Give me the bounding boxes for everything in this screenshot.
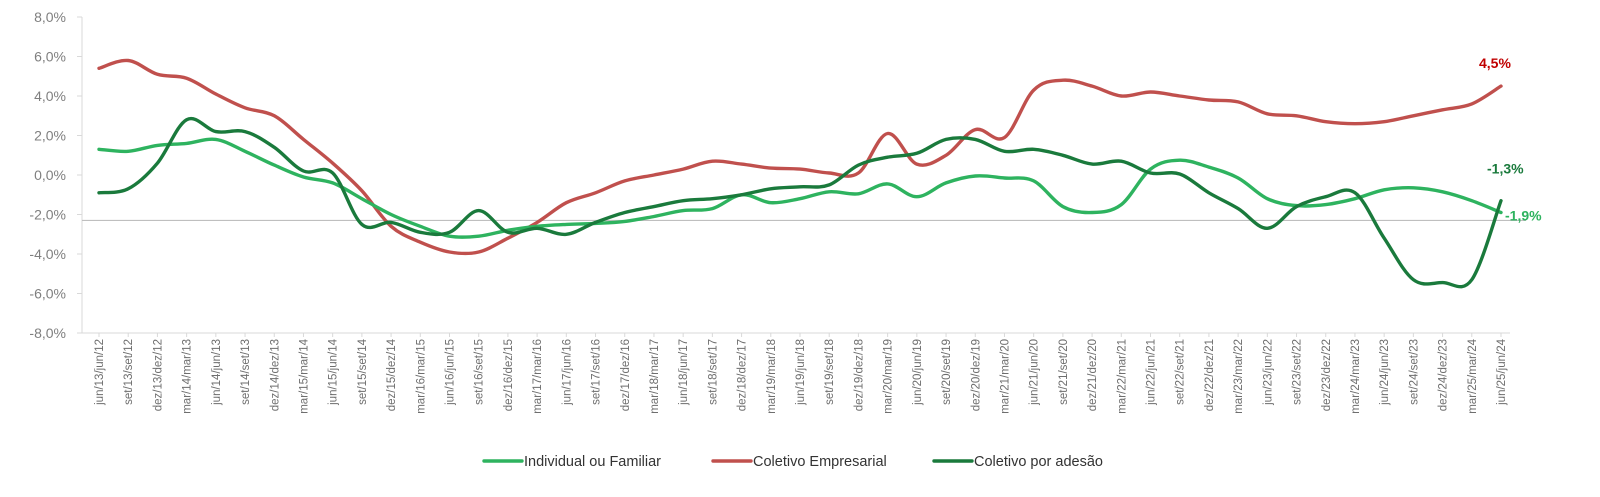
x-tick-label: dez/15/dez/14 bbox=[386, 338, 398, 411]
x-tick-label: dez/21/dez/20 bbox=[1087, 339, 1099, 411]
y-tick-label: 8,0% bbox=[34, 9, 66, 25]
x-tick-label: set/24/set/23 bbox=[1408, 339, 1420, 405]
x-tick-label: mar/14/mar/13 bbox=[182, 339, 194, 414]
x-tick-label: mar/19/mar/18 bbox=[766, 339, 778, 414]
x-tick-label: set/14/set/13 bbox=[240, 339, 252, 405]
y-tick-label: 0,0% bbox=[34, 167, 66, 183]
x-tick-label: jun/21/jun/20 bbox=[1029, 339, 1041, 406]
y-tick-label: 6,0% bbox=[34, 49, 66, 65]
x-tick-label: jun/14/jun/13 bbox=[211, 339, 223, 406]
x-tick-label: jun/22/jun/21 bbox=[1146, 339, 1158, 406]
y-axis-ticks: 8,0% 6,0% 4,0% 2,0% 0,0% -2,0% -4,0% -6,0% -8,0% bbox=[29, 9, 82, 341]
x-tick-label: mar/17/mar/16 bbox=[532, 339, 544, 414]
x-tick-label: dez/16/dez/15 bbox=[503, 339, 515, 411]
x-tick-label: set/21/set/20 bbox=[1058, 339, 1070, 405]
series-line-coletivo-empresarial bbox=[97, 58, 1503, 256]
end-labels: 4,5% -1,3% -1,9% bbox=[1479, 55, 1542, 223]
end-label: -1,3% bbox=[1487, 161, 1524, 177]
x-tick-label: jun/19/jun/18 bbox=[795, 339, 807, 406]
legend-label: Individual ou Familiar bbox=[524, 454, 661, 470]
x-tick-label: dez/18/dez/17 bbox=[737, 339, 749, 411]
legend-label: Coletivo Empresarial bbox=[753, 454, 887, 470]
y-tick-label: 4,0% bbox=[34, 88, 66, 104]
x-tick-label: dez/22/dez/21 bbox=[1204, 339, 1216, 411]
x-tick-label: mar/16/mar/15 bbox=[415, 339, 427, 414]
x-tick-label: jun/13/jun/12 bbox=[94, 339, 106, 406]
x-tick-label: jun/17/jun/16 bbox=[561, 339, 573, 406]
x-tick-label: mar/22/mar/21 bbox=[1116, 339, 1128, 414]
end-label: 4,5% bbox=[1479, 55, 1511, 71]
y-tick-label: 2,0% bbox=[34, 128, 66, 144]
legend-label: Coletivo por adesão bbox=[974, 454, 1103, 470]
x-tick-label: mar/23/mar/22 bbox=[1233, 339, 1245, 414]
x-tick-label: mar/24/mar/23 bbox=[1350, 339, 1362, 414]
x-tick-label: jun/20/jun/19 bbox=[912, 339, 924, 406]
x-tick-label: set/23/set/22 bbox=[1292, 339, 1304, 405]
legend: Individual ou Familiar Coletivo Empresari… bbox=[482, 454, 1103, 470]
x-tick-label: jun/16/jun/15 bbox=[445, 339, 457, 406]
x-tick-label: dez/17/dez/16 bbox=[620, 339, 632, 411]
x-tick-label: dez/23/dez/22 bbox=[1321, 339, 1333, 411]
x-axis-ticks: jun/13/jun/12 set/13/set/12 dez/13/dez/12 m… bbox=[94, 333, 1508, 414]
series-line-coletivo-por-adesao bbox=[97, 116, 1503, 289]
x-tick-label: set/18/set/17 bbox=[707, 339, 719, 405]
y-tick-label: -4,0% bbox=[29, 246, 66, 262]
x-tick-label: dez/20/dez/19 bbox=[970, 339, 982, 411]
x-tick-label: mar/21/mar/20 bbox=[999, 339, 1011, 414]
x-tick-label: set/13/set/12 bbox=[123, 339, 135, 405]
x-tick-label: dez/14/dez/13 bbox=[269, 339, 281, 411]
x-tick-label: dez/24/dez/23 bbox=[1438, 339, 1450, 411]
x-tick-label: dez/13/dez/12 bbox=[152, 339, 164, 411]
y-tick-label: -6,0% bbox=[29, 286, 66, 302]
x-tick-label: jun/15/jun/14 bbox=[328, 338, 340, 405]
x-tick-label: set/19/set/18 bbox=[824, 339, 836, 405]
end-label: -1,9% bbox=[1505, 208, 1542, 224]
series-lines bbox=[97, 58, 1503, 289]
x-tick-label: set/17/set/16 bbox=[591, 339, 603, 405]
y-tick-label: -8,0% bbox=[29, 325, 66, 341]
x-tick-label: jun/24/jun/23 bbox=[1379, 339, 1391, 406]
series-line-individual-ou-familiar bbox=[97, 137, 1503, 239]
x-tick-label: mar/20/mar/19 bbox=[883, 339, 895, 414]
x-tick-label: jun/25/jun/24 bbox=[1496, 338, 1508, 405]
x-tick-label: jun/18/jun/17 bbox=[678, 339, 690, 406]
x-tick-label: jun/23/jun/22 bbox=[1262, 339, 1274, 406]
x-tick-label: mar/15/mar/14 bbox=[298, 338, 310, 413]
x-tick-label: mar/18/mar/17 bbox=[649, 339, 661, 414]
x-tick-label: set/22/set/21 bbox=[1175, 339, 1187, 405]
x-tick-label: dez/19/dez/18 bbox=[853, 339, 865, 411]
x-tick-label: set/20/set/19 bbox=[941, 339, 953, 405]
y-tick-label: -2,0% bbox=[29, 207, 66, 223]
x-tick-label: mar/25/mar/24 bbox=[1467, 338, 1479, 413]
x-tick-label: set/16/set/15 bbox=[474, 339, 486, 405]
x-tick-label: set/15/set/14 bbox=[357, 338, 369, 404]
